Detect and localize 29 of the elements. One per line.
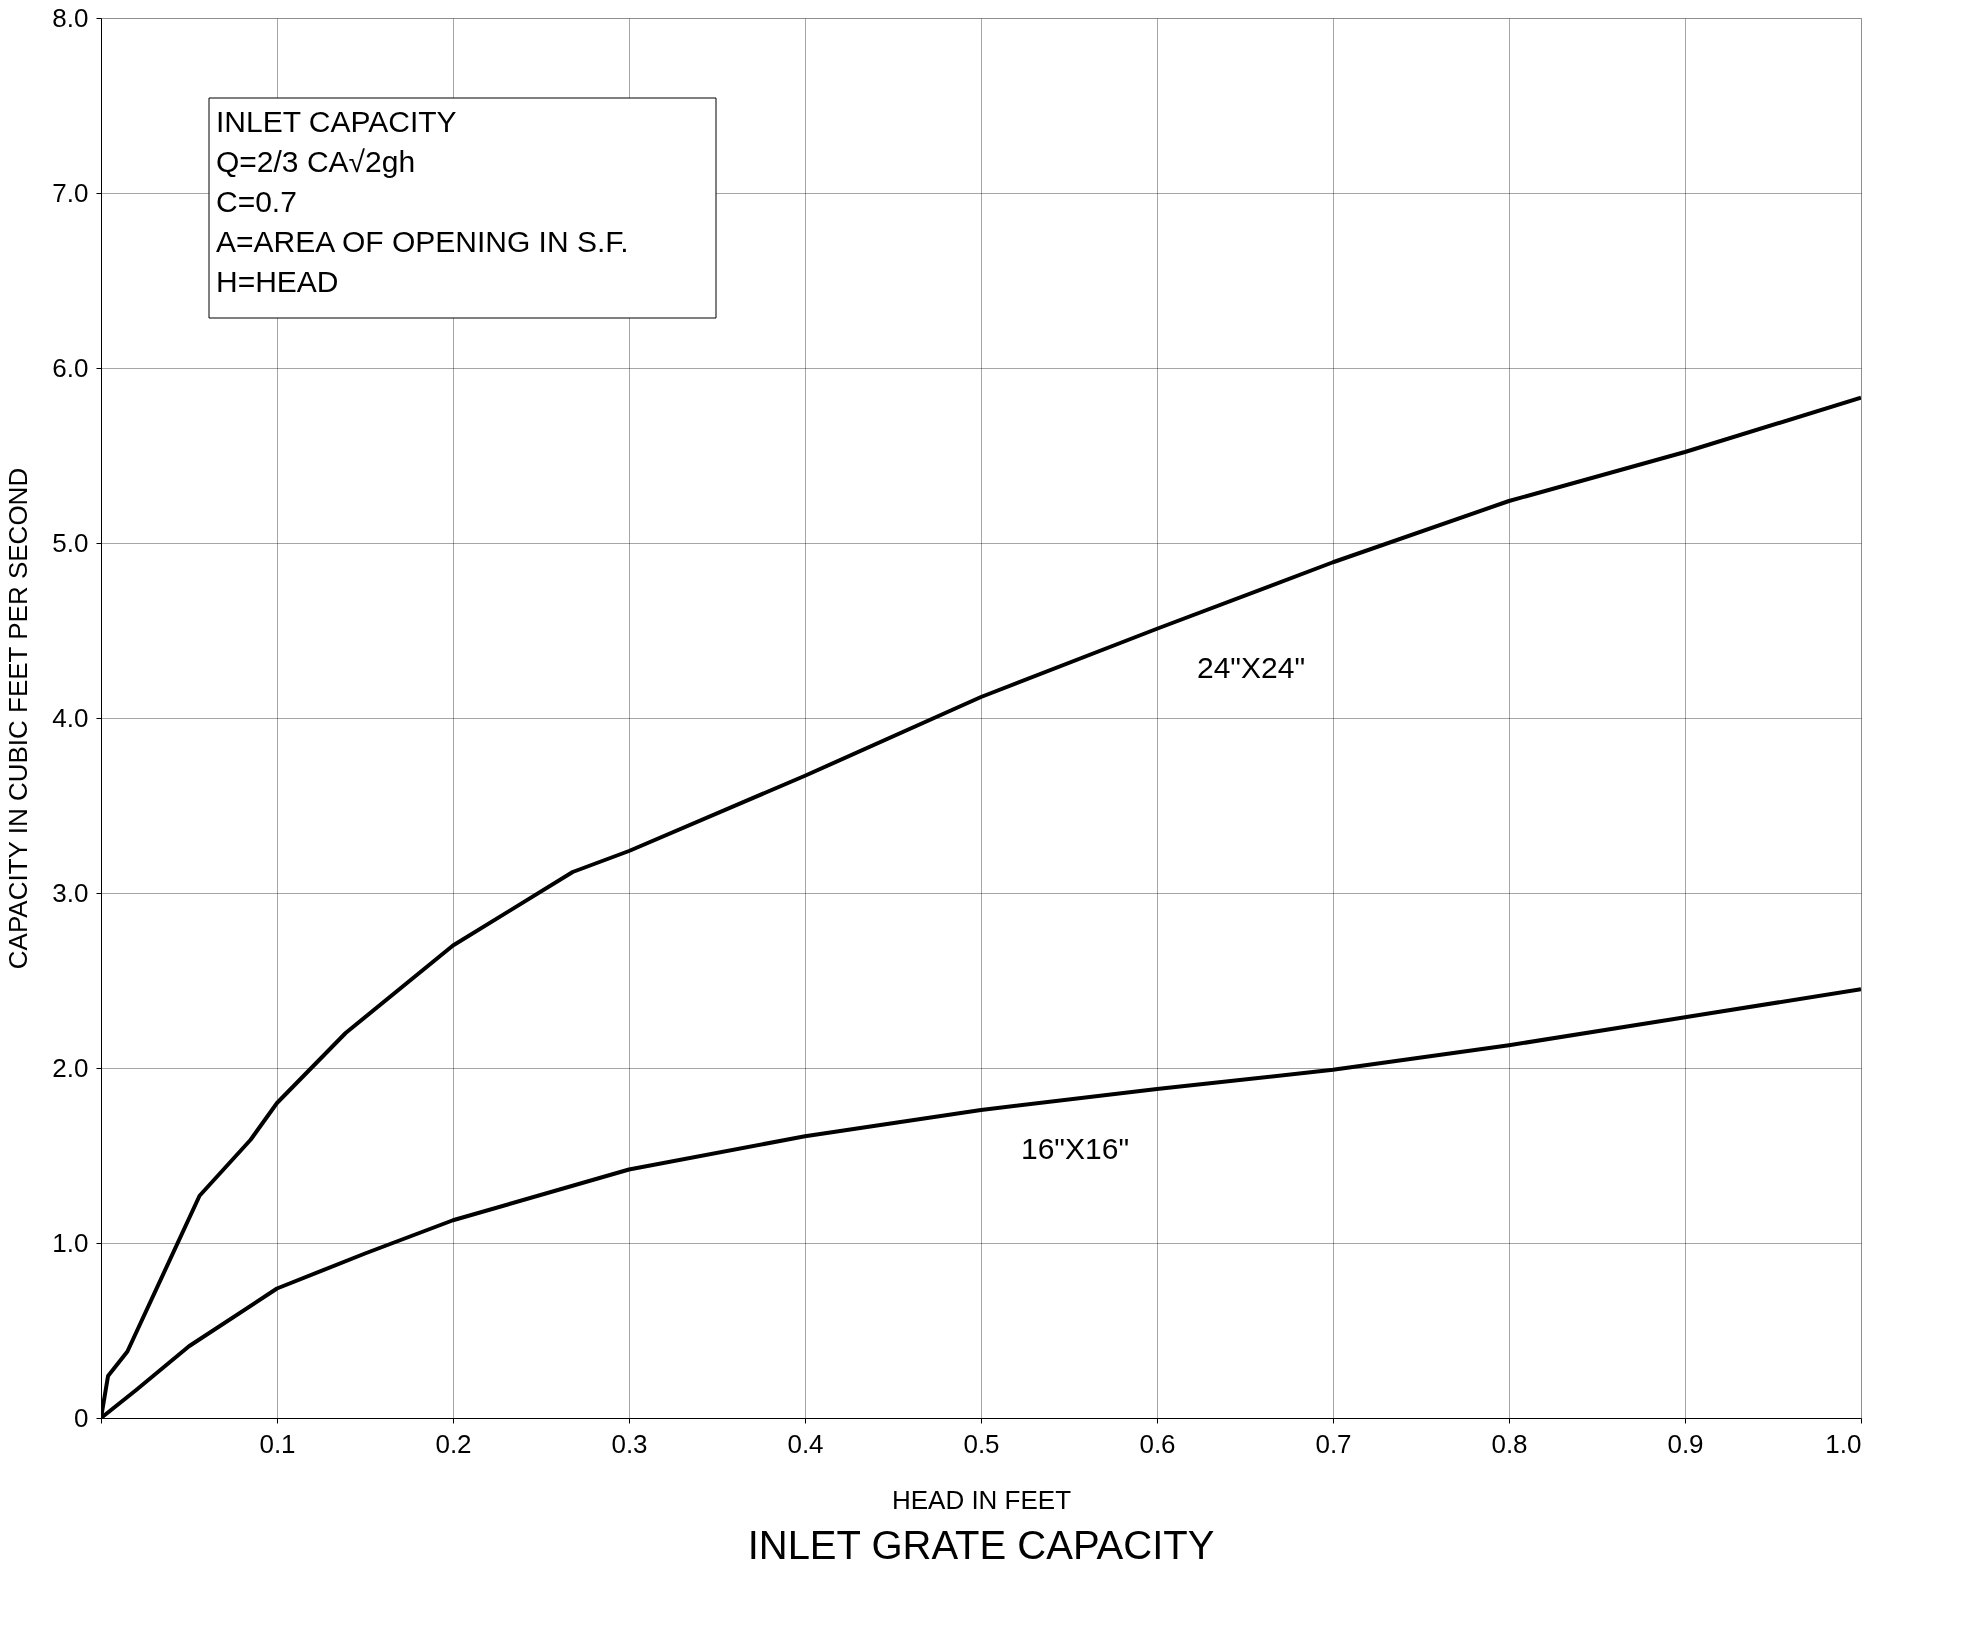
y-tick-label: 6.0 — [52, 352, 89, 383]
x-tick-label: 0.3 — [611, 1428, 648, 1459]
annotation: H=HEAD — [216, 265, 339, 298]
text: INLET GRATE CAPACITY — [747, 1523, 1215, 1567]
x-tick-label: 0.6 — [1139, 1428, 1176, 1459]
y-tick-label: 3.0 — [52, 877, 89, 908]
x-tick-label: 0.9 — [1667, 1428, 1704, 1459]
x-tick-label: 0.4 — [787, 1428, 824, 1459]
x-tick-label: 0.7 — [1315, 1428, 1352, 1459]
annotation: A=AREA OF OPENING IN S.F. — [216, 225, 629, 258]
x-tick-label: 0.8 — [1491, 1428, 1528, 1459]
series-label: 24"X24" — [1197, 650, 1306, 684]
x-tick-label: 0.5 — [963, 1428, 1000, 1459]
x-axis-title: HEAD IN FEET — [891, 1484, 1072, 1515]
annotation: Q=2/3 CA√2gh — [216, 145, 416, 178]
x-tick-label: 1.0 — [1825, 1428, 1862, 1459]
y-tick-label: 0 — [74, 1402, 89, 1433]
y-tick-label: 2.0 — [52, 1052, 89, 1083]
y-tick-label: 5.0 — [52, 527, 89, 558]
y-tick-label: 8.0 — [52, 2, 89, 33]
y-tick-label: 7.0 — [52, 177, 89, 208]
annotation: C=0.7 — [216, 185, 297, 218]
x-tick-label: 0.2 — [435, 1428, 472, 1459]
y-axis-title: CAPACITY IN CUBIC FEET PER SECOND — [3, 467, 34, 970]
annotation: INLET CAPACITY — [216, 105, 457, 138]
y-tick-label: 1.0 — [52, 1227, 89, 1258]
y-tick-label: 4.0 — [52, 702, 89, 733]
series-label: 16"X16" — [1021, 1132, 1130, 1165]
x-tick-label: 0.1 — [259, 1428, 296, 1459]
